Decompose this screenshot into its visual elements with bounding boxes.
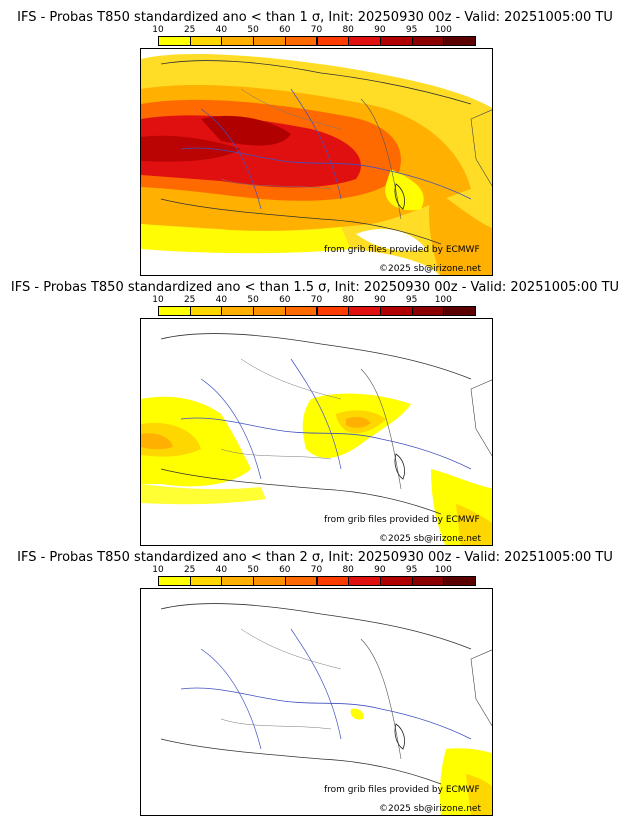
scale-swatch <box>221 306 255 316</box>
scale-swatch <box>284 36 318 46</box>
probability-map: from grib files provided by ECMWF ©2025 … <box>140 318 493 546</box>
panel-3: IFS - Probas T850 standardized ano < tha… <box>0 540 630 816</box>
scale-label: 10 <box>152 25 164 35</box>
scale-label: 60 <box>279 25 291 35</box>
scale-label: 80 <box>342 25 354 35</box>
color-scale: 10 25 40 50 60 70 80 90 95 100 <box>152 25 476 48</box>
scale-label: 95 <box>405 25 418 35</box>
scale-label: 10 <box>152 295 164 305</box>
scale-swatch <box>253 36 286 46</box>
scale-swatch <box>221 36 255 46</box>
scale-label: 70 <box>310 295 323 305</box>
scale-labels: 10 25 40 50 60 70 80 90 95 100 <box>152 25 475 36</box>
panel-title: IFS - Probas T850 standardized ano < tha… <box>17 550 613 565</box>
color-scale: 10 25 40 50 60 70 80 90 95 100 <box>152 565 476 588</box>
map-graphic <box>141 53 492 275</box>
scale-label: 50 <box>247 295 259 305</box>
scale-label: 50 <box>247 565 259 575</box>
copyright: ©2025 sb@irizone.net <box>379 264 481 274</box>
scale-label: 60 <box>279 295 291 305</box>
scale-swatch <box>443 306 476 316</box>
scale-label: 60 <box>279 565 291 575</box>
scale-label: 25 <box>183 295 196 305</box>
scale-swatch <box>189 306 223 316</box>
scale-swatch <box>189 36 223 46</box>
panel-title: IFS - Probas T850 standardized ano < tha… <box>10 280 620 295</box>
scale-swatch <box>158 36 191 46</box>
scale-swatch <box>221 576 255 586</box>
data-credit: from grib files provided by ECMWF <box>324 515 480 525</box>
scale-label: 100 <box>434 25 452 35</box>
scale-label: 95 <box>405 295 418 305</box>
scale-label: 70 <box>310 565 323 575</box>
scale-label: 100 <box>434 565 452 575</box>
map-graphic <box>160 603 492 815</box>
panel-2: IFS - Probas T850 standardized ano < tha… <box>0 270 630 546</box>
scale-label: 25 <box>183 25 196 35</box>
scale-label: 40 <box>215 295 228 305</box>
data-credit: from grib files provided by ECMWF <box>324 785 480 795</box>
scale-swatch <box>411 36 445 46</box>
scale-label: 40 <box>215 565 228 575</box>
scale-swatch <box>348 576 381 586</box>
panel-title: IFS - Probas T850 standardized ano < tha… <box>17 10 613 25</box>
scale-swatch <box>348 36 381 46</box>
probability-map: from grib files provided by ECMWF ©2025 … <box>140 48 493 276</box>
scale-swatch <box>379 576 413 586</box>
scale-label: 70 <box>310 25 323 35</box>
scale-swatch <box>158 576 191 586</box>
copyright: ©2025 sb@irizone.net <box>379 534 481 544</box>
scale-swatch <box>443 576 476 586</box>
scale-labels: 10 25 40 50 60 70 80 90 95 100 <box>152 565 475 576</box>
scale-swatch <box>253 306 286 316</box>
scale-swatch <box>284 306 318 316</box>
scale-swatch <box>411 306 445 316</box>
data-credit: from grib files provided by ECMWF <box>324 245 480 255</box>
color-scale: 10 25 40 50 60 70 80 90 95 100 <box>152 295 476 318</box>
map-graphic <box>141 333 492 545</box>
scale-labels: 10 25 40 50 60 70 80 90 95 100 <box>152 295 475 306</box>
scale-swatch <box>348 306 381 316</box>
scale-label: 50 <box>247 25 259 35</box>
scale-label: 100 <box>434 295 452 305</box>
scale-label: 80 <box>342 295 354 305</box>
scale-label: 95 <box>405 565 418 575</box>
scale-swatch <box>379 36 413 46</box>
scale-swatch <box>411 576 445 586</box>
scale-label: 80 <box>342 565 354 575</box>
scale-swatch <box>443 36 476 46</box>
scale-label: 90 <box>374 565 386 575</box>
copyright: ©2025 sb@irizone.net <box>379 804 481 814</box>
scale-label: 25 <box>183 565 196 575</box>
scale-label: 90 <box>374 295 386 305</box>
scale-label: 10 <box>152 565 164 575</box>
panel-1: IFS - Probas T850 standardized ano < tha… <box>0 0 630 276</box>
scale-swatch <box>253 576 286 586</box>
probability-map: from grib files provided by ECMWF ©2025 … <box>140 588 493 816</box>
scale-label: 40 <box>215 25 228 35</box>
scale-label: 90 <box>374 25 386 35</box>
scale-swatch <box>189 576 223 586</box>
scale-swatch <box>316 306 350 316</box>
scale-swatch <box>316 576 350 586</box>
scale-swatch <box>379 306 413 316</box>
scale-swatch <box>158 306 191 316</box>
scale-swatch <box>316 36 350 46</box>
scale-swatch <box>284 576 318 586</box>
